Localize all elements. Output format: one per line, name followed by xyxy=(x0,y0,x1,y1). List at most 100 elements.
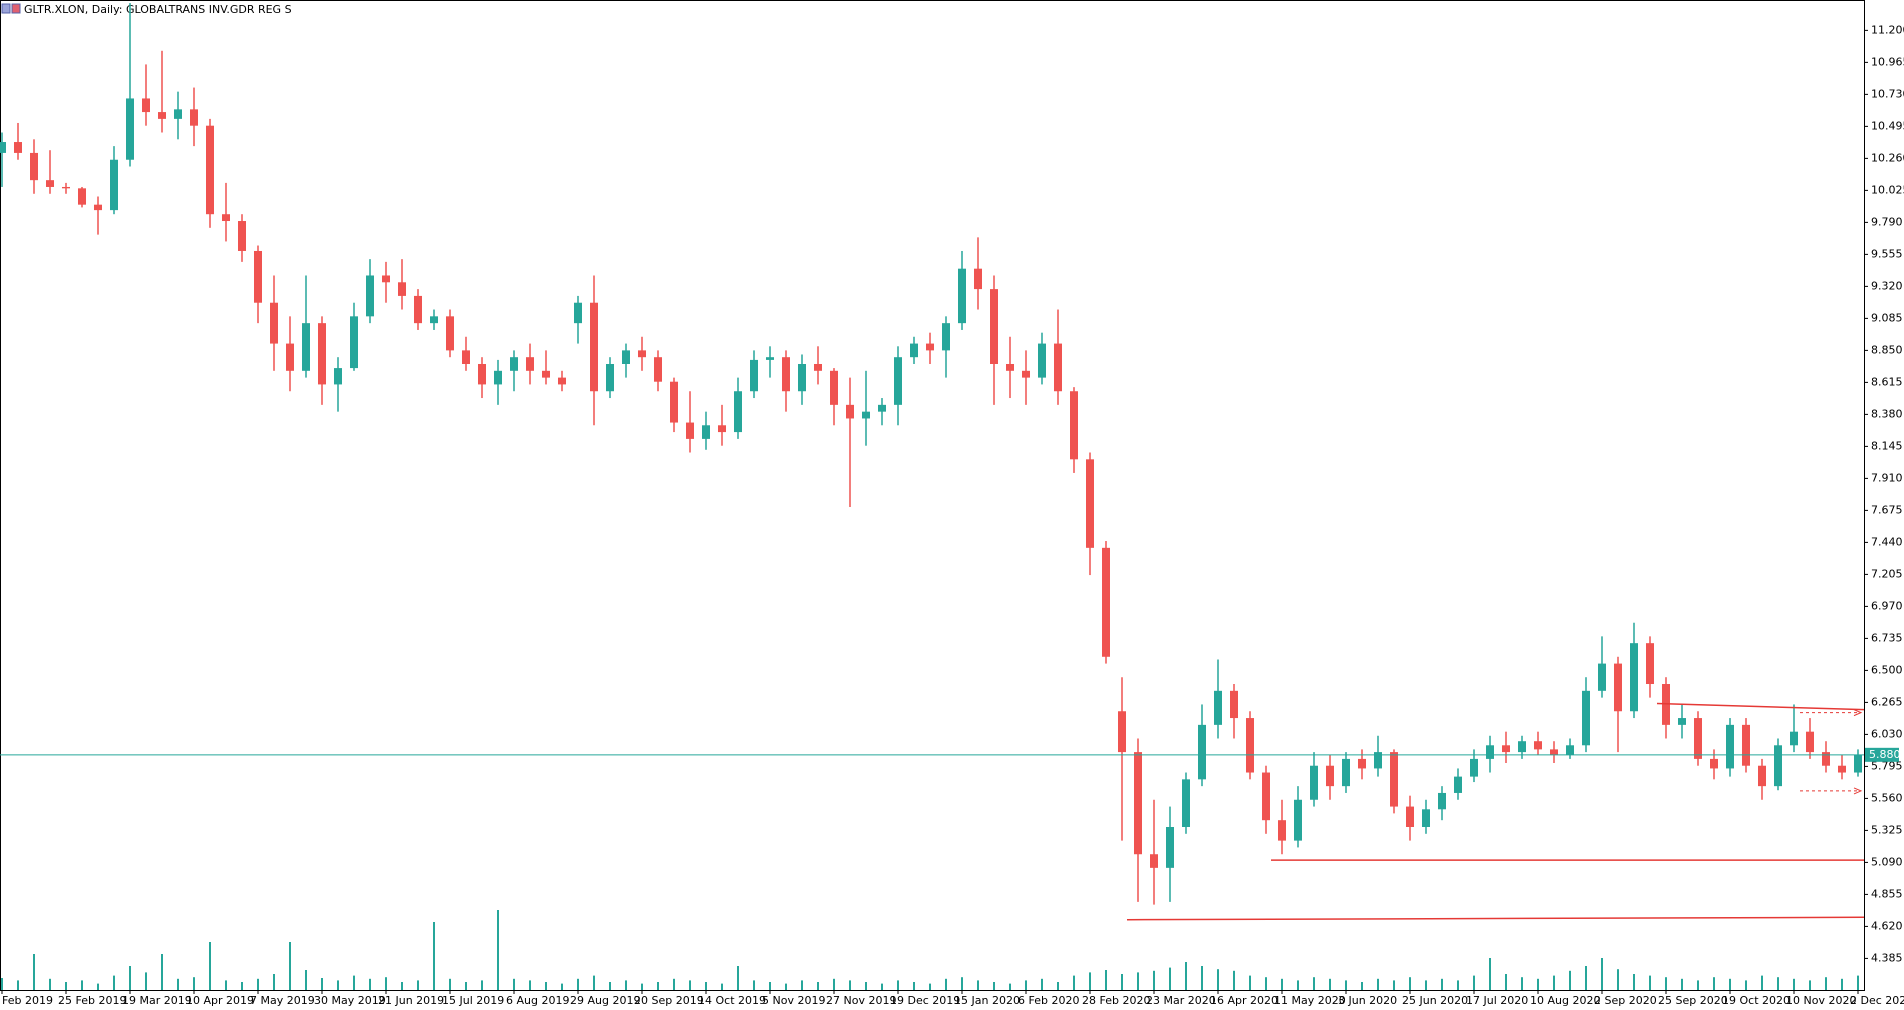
volume-bar xyxy=(673,978,675,990)
volume-bar xyxy=(1441,978,1443,990)
volume-bar xyxy=(1105,970,1107,990)
candle-body xyxy=(94,204,102,211)
candle-body xyxy=(398,282,406,296)
candle-body xyxy=(1598,663,1606,691)
x-tick-label: 27 Nov 2019 xyxy=(826,994,896,1007)
candle-body xyxy=(318,323,326,385)
volume-bar xyxy=(65,982,67,990)
candle-body xyxy=(910,343,918,358)
candle-body xyxy=(1406,806,1414,827)
candle-body xyxy=(1022,370,1030,378)
x-tick-label: 28 Feb 2020 xyxy=(1082,994,1150,1007)
price-label-box xyxy=(1865,747,1899,762)
volume-bar xyxy=(1313,977,1315,990)
x-tick-label: 15 Jul 2019 xyxy=(442,994,504,1007)
volume-bar xyxy=(993,982,995,990)
volume-bar xyxy=(481,980,483,990)
volume-bar xyxy=(753,980,755,990)
y-tick-label: 6.735 xyxy=(1871,631,1903,644)
volume-bar xyxy=(1185,962,1187,990)
candle-body xyxy=(990,289,998,364)
volume-bar xyxy=(465,982,467,990)
volume-bar xyxy=(353,975,355,990)
candle-body xyxy=(974,268,982,290)
candle-body xyxy=(238,221,246,251)
volume-bar xyxy=(1329,978,1331,990)
x-tick-label: 25 Feb 2019 xyxy=(58,994,126,1007)
volume-bar xyxy=(1393,980,1395,990)
volume-bar xyxy=(1617,969,1619,990)
volume-bar xyxy=(577,978,579,990)
volume-bar xyxy=(529,980,531,990)
candle-body xyxy=(1726,724,1734,769)
candle-body xyxy=(478,363,486,385)
volume-bar xyxy=(625,980,627,990)
candle-body xyxy=(1150,854,1158,868)
volume-bar xyxy=(305,970,307,990)
candle-body xyxy=(1470,758,1478,777)
candle-body xyxy=(1166,826,1174,868)
volume-bar xyxy=(817,982,819,990)
candle-body xyxy=(734,391,742,433)
x-tick-label: 14 Oct 2019 xyxy=(698,994,766,1007)
volume-bar xyxy=(33,954,35,990)
candle-body xyxy=(110,159,118,211)
icon xyxy=(11,3,21,14)
candle-body xyxy=(622,350,630,364)
y-tick-label: 7.910 xyxy=(1871,471,1903,484)
volume-bar xyxy=(1585,966,1587,990)
volume-bar xyxy=(849,980,851,990)
y-tick-label: 10.495 xyxy=(1871,119,1904,132)
candle-body xyxy=(1566,745,1574,755)
volume-bar xyxy=(1761,975,1763,990)
x-tick-label: 7 May 2019 xyxy=(250,994,315,1007)
y-tick-label: 4.855 xyxy=(1871,887,1903,900)
y-tick-label: 7.205 xyxy=(1871,567,1903,580)
x-tick-label: 15 Jan 2020 xyxy=(954,994,1020,1007)
volume-bar xyxy=(145,972,147,990)
volume-bar xyxy=(1713,977,1715,990)
volume-bar xyxy=(81,980,83,990)
x-tick-label: 10 Apr 2019 xyxy=(186,994,254,1007)
volume-bar xyxy=(177,978,179,990)
candle-body xyxy=(1486,745,1494,759)
volume-bar xyxy=(1649,975,1651,990)
candle-body xyxy=(1294,799,1302,841)
level-line xyxy=(1126,916,1865,921)
candle-body xyxy=(638,350,646,358)
candle-body xyxy=(206,125,214,215)
candle-body xyxy=(494,370,502,385)
candle-body xyxy=(1310,765,1318,800)
x-tick-label: 19 Dec 2019 xyxy=(890,994,960,1007)
volume-bar xyxy=(1665,977,1667,990)
volume-bar xyxy=(929,983,931,990)
candle-body xyxy=(1374,752,1382,769)
volume-bar xyxy=(289,942,291,990)
x-tick-label: 6 Feb 2020 xyxy=(1018,994,1079,1007)
y-tick-label: 8.850 xyxy=(1871,343,1903,356)
x-tick-label: 5 Nov 2019 xyxy=(762,994,825,1007)
candle-body xyxy=(846,404,854,419)
volume-bar xyxy=(113,975,115,990)
volume-bar xyxy=(593,975,595,990)
volume-bar xyxy=(737,966,739,990)
volume-bar xyxy=(1521,977,1523,990)
volume-bar xyxy=(1345,980,1347,990)
volume-bar xyxy=(1025,980,1027,990)
candle-body xyxy=(1086,459,1094,548)
candle-body xyxy=(1038,343,1046,378)
volume-bar xyxy=(1457,980,1459,990)
candle-body xyxy=(654,357,662,382)
y-tick-label: 5.090 xyxy=(1871,855,1903,868)
candle-body xyxy=(1694,718,1702,759)
volume-bar xyxy=(257,978,259,990)
candle-body xyxy=(862,411,870,419)
plot-frame xyxy=(0,0,1865,991)
candle-body xyxy=(558,377,566,385)
volume-bar xyxy=(1505,974,1507,990)
candle-body xyxy=(1742,724,1750,766)
candle-body xyxy=(1342,758,1350,787)
y-tick-label: 7.675 xyxy=(1871,503,1903,516)
volume-bar xyxy=(1425,980,1427,990)
volume-bar xyxy=(833,978,835,990)
